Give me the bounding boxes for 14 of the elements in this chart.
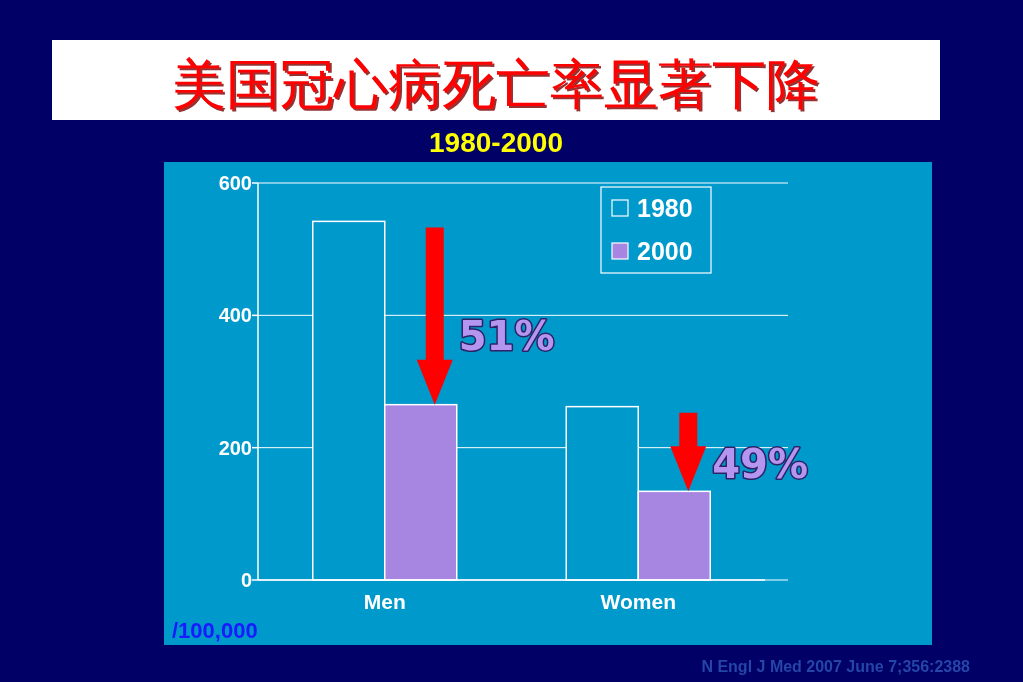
y-axis-title: /100,000 (172, 618, 258, 643)
y-tick-label: 200 (218, 436, 252, 459)
x-tick-label: Women (600, 590, 676, 613)
legend-label: 2000 (637, 237, 693, 265)
legend-label: 1980 (637, 194, 693, 222)
chart-subtitle: 1980-2000 (429, 127, 563, 158)
annotation: 49% (712, 440, 808, 487)
text: N Engl J Med 2007 June 7;356:2388 (701, 658, 971, 675)
annotation: 51% (458, 313, 555, 360)
y-tick-label: 0 (240, 569, 252, 591)
x-tick-label: Men (363, 590, 406, 613)
chart-title: 美国冠心病死亡率显著下降 (172, 53, 820, 116)
y-tick-label: 600 (218, 172, 252, 194)
y-tick-label: 400 (218, 304, 252, 327)
